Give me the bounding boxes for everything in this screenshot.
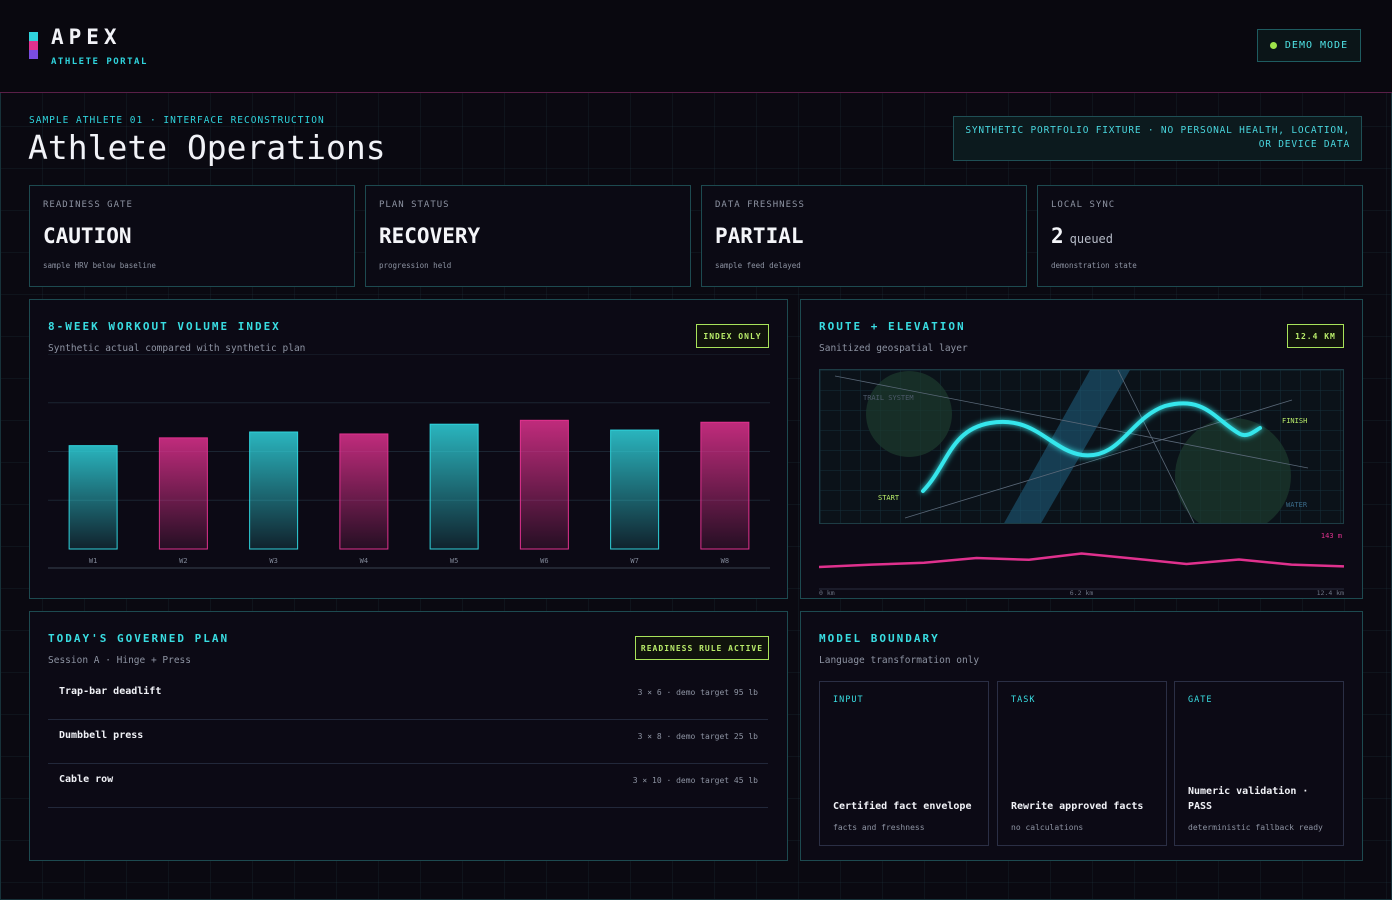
water-channel [1004,370,1130,523]
park-area [1175,418,1291,523]
model-panel: MODEL BOUNDARY Language transformation o… [800,611,1363,861]
distance-tick-label: 6.2 km [1070,589,1094,595]
x-tick-label: W8 [721,557,729,565]
stat-note: demonstration state [1051,261,1137,270]
water-label: WATER [1286,501,1308,509]
distance-tick-label: 0 km [819,589,835,595]
stat-label: LOCAL SYNC [1051,200,1116,210]
x-tick-label: W1 [89,557,97,565]
stat-card-readiness: READINESS GATE CAUTION sample HRV below … [29,185,355,287]
brand-name: APEX [51,25,122,49]
model-box-task: TASK Rewrite approved facts no calculati… [997,681,1167,846]
exercise-row[interactable]: Cable row 3 × 10 · demo target 45 lb [48,763,768,808]
exercise-name: Cable row [59,774,114,785]
exercise-row[interactable]: Dumbbell press 3 × 8 · demo target 25 lb [48,719,768,764]
model-box-title: Rewrite approved facts [1011,801,1144,812]
model-box-note: no calculations [1011,823,1084,832]
plan-panel: TODAY'S GOVERNED PLAN Session A · Hinge … [29,611,788,861]
bar-w4[interactable] [339,433,389,550]
stat-value: PARTIAL [715,224,804,248]
bar-w7[interactable] [610,429,660,550]
road-line [834,375,1309,469]
model-box-title: Certified fact envelope [833,801,972,812]
elevation-max-label: 143 m [1321,532,1342,540]
model-box-input: INPUT Certified fact envelope facts and … [819,681,989,846]
model-box-kicker: INPUT [833,695,864,705]
stat-value: CAUTION [43,224,132,248]
x-tick-label: W4 [360,557,368,565]
elevation-line [819,552,1344,569]
demo-mode-button[interactable]: DEMO MODE [1257,29,1361,62]
model-box-gate: GATE Numeric validation · PASS determini… [1174,681,1344,846]
volume-bar-chart: W1 W2 W3 W4 W5 W6 W7 W8 [48,354,770,569]
model-box-title: Numeric validation · PASS [1188,786,1309,812]
road-line [1117,370,1195,523]
bar-w3[interactable] [249,431,299,550]
exercise-detail: 3 × 8 · demo target 25 lb [637,732,758,741]
status-dot-icon [1269,42,1277,49]
page-eyebrow: SAMPLE ATHLETE 01 · INTERFACE RECONSTRUC… [29,115,325,126]
bar-w1[interactable] [68,445,118,550]
stat-card-freshness: DATA FRESHNESS PARTIAL sample feed delay… [701,185,1027,287]
model-title: MODEL BOUNDARY [819,632,940,645]
brand-subtitle: ATHLETE PORTAL [51,57,148,67]
route-path [921,401,1262,493]
page-title: Athlete Operations [28,128,386,167]
distance-badge: 12.4 KM [1287,324,1344,348]
stat-label: DATA FRESHNESS [715,200,805,210]
stat-label: PLAN STATUS [379,200,450,210]
route-map[interactable]: TRAIL SYSTEM START FINISH WATER [819,369,1344,524]
stat-note: sample feed delayed [715,261,801,270]
x-tick-label: W5 [450,557,458,565]
bar-w5[interactable] [429,423,479,550]
top-header: APEX ATHLETE PORTAL DEMO MODE [0,0,1392,93]
stat-card-sync: LOCAL SYNC 2 queued demonstration state [1037,185,1363,287]
x-tick-label: W3 [269,557,277,565]
route-title: ROUTE + ELEVATION [819,320,966,333]
model-box-note: facts and freshness [833,823,925,832]
brand-logo-icon [29,32,38,60]
exercise-row[interactable]: Trap-bar deadlift 3 × 6 · demo target 95… [48,675,768,720]
trail-system-label: TRAIL SYSTEM [863,394,914,402]
stat-value: RECOVERY [379,224,481,248]
exercise-detail: 3 × 6 · demo target 95 lb [637,688,758,697]
route-subtitle: Sanitized geospatial layer [819,343,968,354]
exercise-name: Trap-bar deadlift [59,686,162,697]
volume-subtitle: Synthetic actual compared with synthetic… [48,343,306,354]
bar-w8[interactable] [700,421,750,550]
synthetic-notice: SYNTHETIC PORTFOLIO FIXTURE · NO PERSONA… [953,116,1362,161]
stat-note: progression held [379,261,452,270]
model-box-kicker: GATE [1188,695,1213,705]
index-only-badge: INDEX ONLY [696,324,769,348]
elevation-profile: 143 m 0 km 6.2 km 12.4 km [819,532,1344,595]
route-panel: ROUTE + ELEVATION Sanitized geospatial l… [800,299,1363,599]
plan-subtitle: Session A · Hinge + Press [48,655,191,666]
exercise-detail: 3 × 10 · demo target 45 lb [632,776,758,785]
volume-title: 8-WEEK WORKOUT VOLUME INDEX [48,320,281,333]
exercise-name: Dumbbell press [59,730,144,741]
model-subtitle: Language transformation only [819,655,980,666]
readiness-rule-badge: READINESS RULE ACTIVE [635,636,769,660]
bar-w2[interactable] [158,437,208,550]
volume-panel: 8-WEEK WORKOUT VOLUME INDEX Synthetic ac… [29,299,788,599]
x-tick-label: W7 [630,557,638,565]
distance-tick-label: 12.4 km [1317,589,1344,595]
stat-note: sample HRV below baseline [43,261,156,270]
demo-mode-label: DEMO MODE [1284,40,1349,51]
road-line [904,399,1293,519]
x-tick-label: W2 [179,557,187,565]
model-box-note: deterministic fallback ready [1188,823,1323,832]
x-tick-label: W6 [540,557,548,565]
plan-title: TODAY'S GOVERNED PLAN [48,632,230,645]
stat-value: 2 queued [1051,224,1114,248]
stat-unit: queued [1069,232,1114,246]
stat-label: READINESS GATE [43,200,133,210]
model-box-kicker: TASK [1011,695,1036,705]
stat-card-plan: PLAN STATUS RECOVERY progression held [365,185,691,287]
bar-w6[interactable] [519,419,569,550]
park-area [866,371,952,457]
finish-label: FINISH [1282,417,1307,425]
start-label: START [878,494,900,502]
